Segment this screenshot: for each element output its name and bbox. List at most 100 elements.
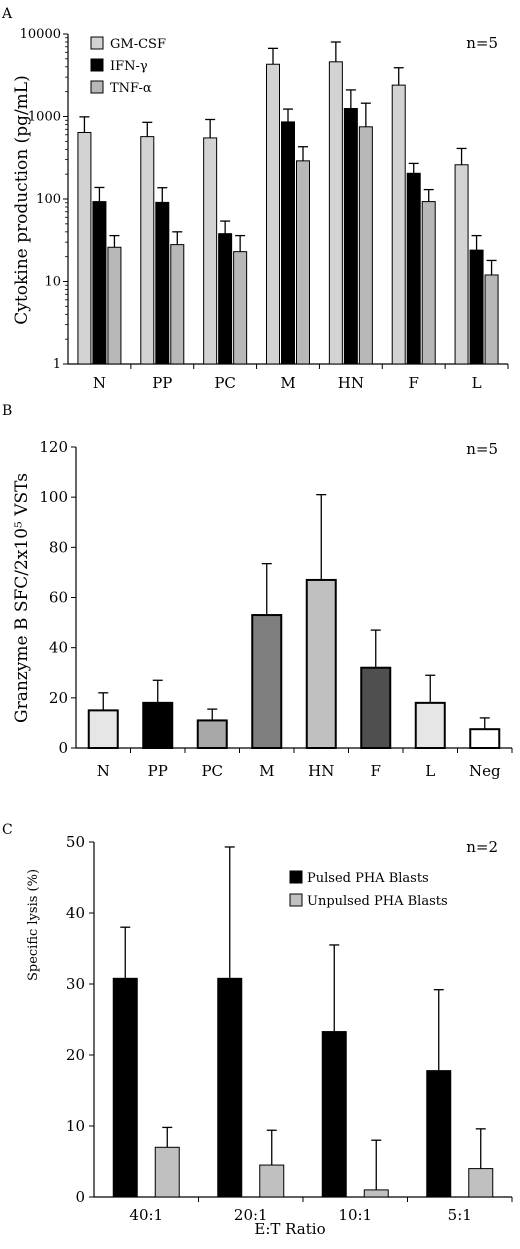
panel-c-error-bar: [224, 846, 235, 979]
panel-b-ytick-label: 120: [39, 438, 68, 456]
panel-a-bar: [92, 201, 107, 365]
panel-b-xtick-label: PP: [148, 762, 168, 780]
panel-a-xtick-label: HN: [338, 374, 364, 392]
panel-a-xtick-label: PP: [152, 374, 172, 392]
panel-a-bar: [266, 63, 280, 365]
panel-a-legend-swatch: [90, 80, 104, 94]
panel-b-error-bar: [425, 674, 436, 703]
panel-a-error-bar: [456, 147, 467, 165]
panel-a-bar: [170, 244, 185, 365]
panel-a-bar: [391, 84, 406, 365]
panel-c-ytick-label: 30: [66, 975, 85, 993]
panel-a-error-bar: [172, 231, 183, 245]
panel-c-bar: [112, 977, 138, 1198]
panel-a-error-bar: [79, 116, 90, 133]
panel-b-ytick-label: 20: [49, 689, 68, 707]
panel-a-bar: [358, 126, 373, 365]
panel-a-ylabel: Cytokine production (pg/mL): [12, 75, 32, 324]
panel-a-note: n=5: [466, 34, 498, 52]
panel-c-xtick-label: 40:1: [129, 1206, 163, 1224]
panel-a-xtick-label: N: [93, 374, 106, 392]
panel-a-error-bar: [408, 162, 419, 174]
panel-c-bar: [426, 1070, 452, 1198]
panel-c-xtick-label: 5:1: [448, 1206, 472, 1224]
panel-a-xtick-label: F: [409, 374, 419, 392]
panel-a-bar: [484, 274, 499, 365]
panel-a-legend-label: TNF-α: [110, 81, 152, 96]
panel-c-legend-swatch: [289, 893, 303, 907]
panel-a-error-bar: [330, 41, 341, 62]
panel-c-letter: C: [2, 822, 13, 838]
panel-c-legend-label: Pulsed PHA Blasts: [307, 871, 429, 886]
panel-c-xlabel: E:T Ratio: [254, 1220, 325, 1238]
panel-a-error-bar: [142, 121, 153, 137]
panel-a-ytick-label: 1: [53, 357, 61, 372]
panel-a-error-bar: [235, 234, 246, 252]
panel-a-error-bar: [220, 220, 231, 234]
panel-a-bar: [328, 61, 343, 365]
panel-a-error-bar: [94, 186, 105, 202]
panel-a-bar: [281, 121, 295, 365]
panel-b-xtick-label: L: [425, 762, 435, 780]
panel-b-letter: B: [2, 403, 12, 419]
panel-c-ytick-label: 50: [66, 833, 85, 851]
panel-b-xtick-label: HN: [308, 762, 334, 780]
panel-a-error-bar: [298, 146, 308, 161]
panel-b-ytick-label: 60: [49, 589, 68, 607]
panel-c-error-bar: [162, 1126, 173, 1148]
panel-c-error-bar: [329, 944, 340, 1032]
panel-a-bar: [233, 251, 248, 365]
panel-b-note: n=5: [466, 440, 498, 458]
panel-a-bar: [469, 249, 484, 365]
panel-a-bar: [296, 160, 310, 365]
panel-a-legend-swatch: [90, 36, 104, 50]
panel-c-error-bar: [475, 1128, 486, 1169]
panel-c-xtick-label: 20:1: [234, 1206, 268, 1224]
panel-c-ytick-label: 0: [75, 1188, 85, 1206]
panel-a-ytick-label: 100: [36, 192, 61, 207]
panel-b-bar: [87, 709, 119, 749]
panel-b-xtick-label: M: [259, 762, 274, 780]
panel-a-xtick-label: PC: [214, 374, 236, 392]
panel-a-legend-swatch: [90, 58, 104, 72]
panel-a-legend-label: IFN-γ: [110, 59, 148, 74]
panel-a-error-bar: [471, 234, 482, 251]
panel-a-legend-label: GM-CSF: [110, 37, 166, 52]
panel-a-letter: A: [1, 6, 13, 22]
panel-a-ytick-label: 10: [44, 275, 61, 290]
panel-b-ytick-label: 40: [49, 639, 68, 657]
panel-b-error-bar: [316, 494, 327, 580]
panel-b-ytick-label: 100: [39, 488, 68, 506]
panel-b-ylabel: Granzyme B SFC/2x10⁵ VSTs: [12, 473, 32, 723]
panel-b-bar: [196, 719, 228, 749]
panel-a-bar: [77, 131, 92, 365]
panel-c-ytick-label: 20: [66, 1046, 85, 1064]
panel-a-ytick-label: 1000: [28, 110, 61, 125]
panel-b-ytick-label: 80: [49, 538, 68, 556]
panel-b-xtick-label: F: [371, 762, 381, 780]
panel-b-xtick-label: N: [97, 762, 110, 780]
panel-c-bar: [363, 1189, 389, 1198]
panel-b-bar: [305, 578, 337, 749]
panel-a-bar: [406, 172, 421, 365]
panel-b-bar: [360, 666, 392, 750]
panel-c-ylabel: Specific lysis (%): [26, 869, 41, 981]
panel-c-bar: [321, 1031, 347, 1198]
panel-a-error-bar: [345, 89, 356, 109]
panel-a-bar: [155, 201, 170, 365]
panel-a-error-bar: [486, 259, 497, 275]
panel-a-error-bar: [109, 234, 120, 248]
panel-a-bar: [421, 201, 436, 365]
panel-c-error-bar: [371, 1139, 382, 1190]
panel-b-error-bar: [261, 562, 272, 616]
panel-b-error-bar: [370, 629, 381, 668]
panel-a-error-bar: [157, 187, 168, 203]
panel-a-bar: [454, 164, 469, 365]
panel-a-xtick-label: L: [472, 374, 482, 392]
panel-b-xtick-label: PC: [201, 762, 223, 780]
panel-c-bar: [217, 977, 243, 1198]
panel-b-bar: [469, 728, 501, 749]
panel-b: B n=5 Granzyme B SFC/2x10⁵ VSTs 0 20 40 60 8…: [2, 403, 513, 780]
panel-b-bar: [251, 614, 283, 750]
